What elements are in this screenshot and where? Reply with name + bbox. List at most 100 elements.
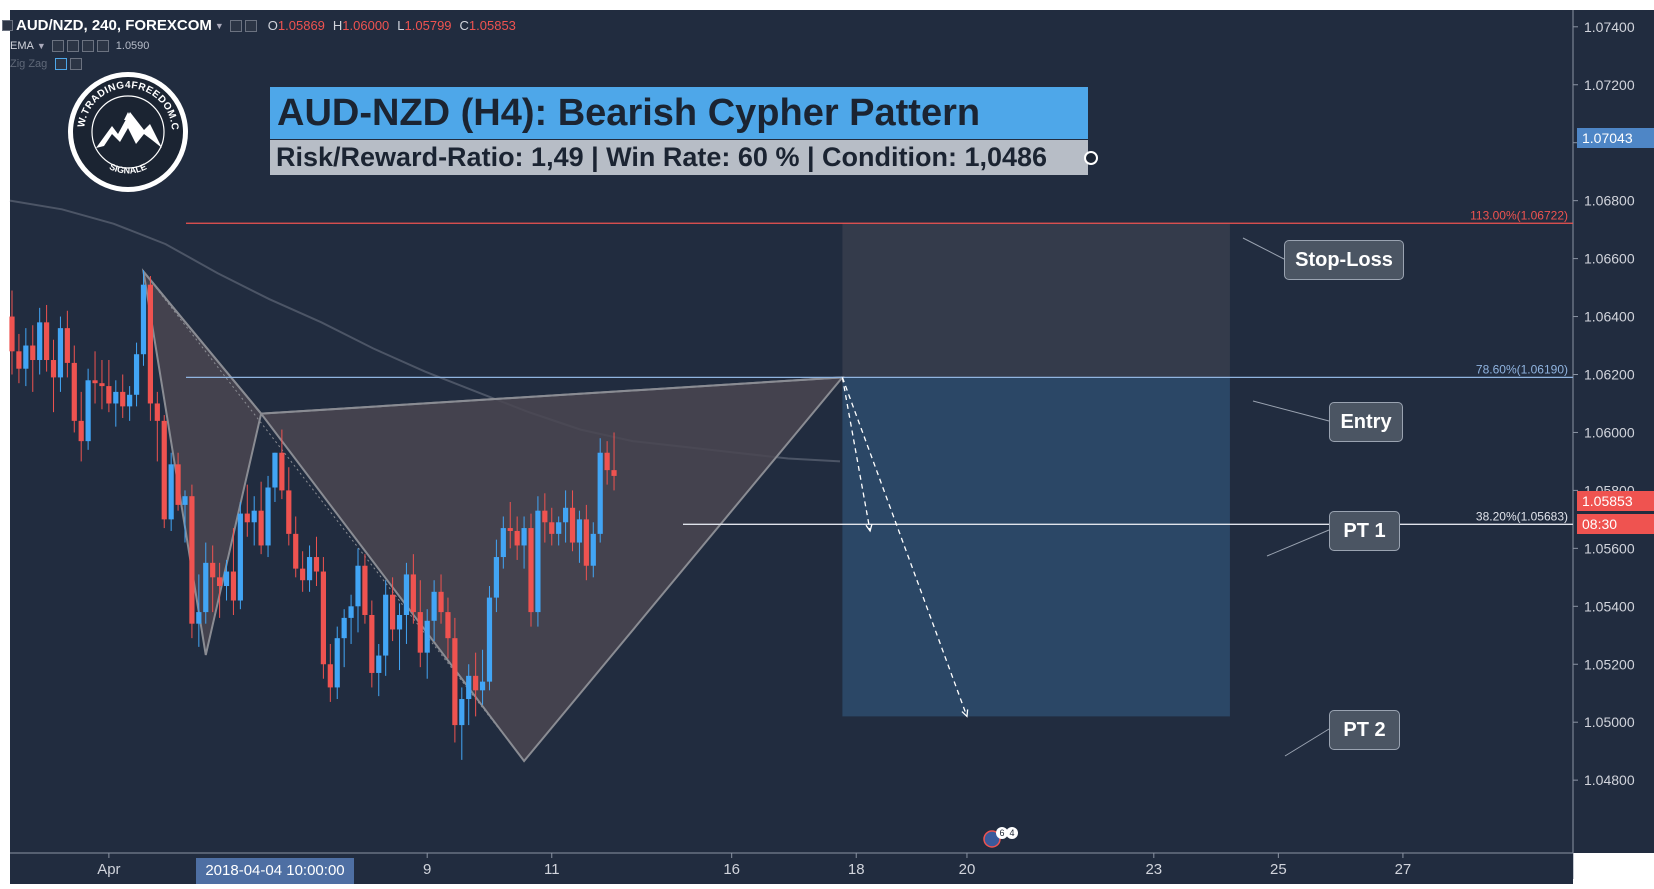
- candle-body[interactable]: [334, 638, 340, 688]
- candle-body[interactable]: [542, 510, 548, 523]
- candle-body[interactable]: [251, 510, 257, 523]
- ema-remove-icon[interactable]: [96, 40, 109, 52]
- candle-body[interactable]: [569, 507, 576, 543]
- candle-body[interactable]: [99, 383, 105, 387]
- pattern-leg-bd[interactable]: [261, 376, 843, 415]
- pt1-callout[interactable]: PT 1: [1329, 511, 1400, 551]
- candle-body[interactable]: [16, 351, 22, 369]
- candle-body[interactable]: [486, 597, 493, 682]
- candle-body[interactable]: [57, 328, 64, 378]
- candle-body[interactable]: [514, 530, 520, 546]
- candle-body[interactable]: [154, 403, 160, 421]
- candle-body[interactable]: [535, 510, 541, 613]
- candle-body[interactable]: [237, 513, 243, 601]
- candle-body[interactable]: [369, 614, 375, 673]
- candle-body[interactable]: [133, 354, 140, 395]
- candle-body[interactable]: [9, 316, 15, 352]
- candle-body[interactable]: [92, 380, 98, 384]
- ema-add-icon[interactable]: [81, 40, 94, 52]
- settings-icon[interactable]: [229, 19, 242, 32]
- pattern-leg-xb[interactable]: [142, 271, 262, 415]
- candle-body[interactable]: [244, 513, 250, 523]
- candle-body[interactable]: [390, 594, 396, 630]
- candle-body[interactable]: [383, 594, 389, 656]
- zigzag-visibility-icon[interactable]: [70, 58, 83, 70]
- candle-body[interactable]: [604, 452, 610, 471]
- candle-body[interactable]: [341, 617, 347, 639]
- candle-body[interactable]: [576, 519, 583, 543]
- candle-body[interactable]: [272, 452, 278, 488]
- zigzag-label[interactable]: Zig Zag: [10, 58, 48, 70]
- candle-body[interactable]: [417, 612, 423, 653]
- candle-body[interactable]: [210, 562, 216, 578]
- profit-target-zone[interactable]: [842, 377, 1230, 717]
- pt2-callout[interactable]: PT 2: [1329, 710, 1400, 750]
- candle-body[interactable]: [320, 571, 326, 665]
- price-axis[interactable]: [1573, 10, 1654, 853]
- pattern-leg-xc-dotted[interactable]: [143, 271, 525, 762]
- candle-body[interactable]: [376, 655, 382, 673]
- candle-body[interactable]: [175, 464, 181, 505]
- candle-body[interactable]: [106, 386, 112, 404]
- candle-body[interactable]: [521, 528, 527, 546]
- candle-body[interactable]: [445, 612, 451, 639]
- candle-body[interactable]: [410, 574, 416, 613]
- candle-body[interactable]: [306, 557, 313, 581]
- stop-loss-callout[interactable]: Stop-Loss: [1284, 240, 1404, 280]
- candle-body[interactable]: [182, 496, 188, 505]
- title-banner[interactable]: [270, 87, 1088, 139]
- subtitle-banner[interactable]: [270, 140, 1088, 175]
- candle-body[interactable]: [459, 699, 465, 726]
- indicator-zigzag-row[interactable]: Zig Zag: [10, 58, 85, 70]
- candle-body[interactable]: [396, 614, 403, 630]
- candle-body[interactable]: [23, 345, 29, 369]
- candle-body[interactable]: [189, 496, 195, 624]
- projection-arrow-2[interactable]: [841, 377, 968, 717]
- ema-settings-icon[interactable]: [51, 40, 64, 52]
- symbol-title[interactable]: AUD/NZD, 240, FOREXCOM: [16, 17, 212, 34]
- candle-body[interactable]: [431, 591, 437, 621]
- candle-body[interactable]: [217, 577, 223, 587]
- candle-body[interactable]: [549, 522, 555, 534]
- candle-body[interactable]: [50, 360, 57, 378]
- entry-callout[interactable]: Entry: [1329, 402, 1403, 442]
- candle-body[interactable]: [590, 533, 596, 566]
- zigzag-settings-icon[interactable]: [55, 58, 68, 70]
- candle-body[interactable]: [44, 322, 50, 361]
- candle-body[interactable]: [196, 612, 202, 624]
- indicator-ema-row[interactable]: EMA ▼ 1.0590: [10, 40, 149, 52]
- ema-visibility-icon[interactable]: [66, 40, 79, 52]
- candle-body[interactable]: [563, 507, 569, 523]
- candle-body[interactable]: [140, 284, 147, 355]
- candle-body[interactable]: [78, 420, 84, 442]
- candle-body[interactable]: [362, 565, 368, 615]
- candle-body[interactable]: [64, 328, 70, 363]
- candle-body[interactable]: [300, 568, 306, 581]
- candle-body[interactable]: [265, 487, 271, 546]
- candle-body[interactable]: [161, 420, 167, 520]
- candle-body[interactable]: [507, 528, 513, 531]
- candle-body[interactable]: [403, 574, 410, 615]
- candle-body[interactable]: [71, 362, 77, 421]
- projection-arrow-1[interactable]: [841, 377, 871, 532]
- candle-body[interactable]: [127, 394, 133, 407]
- event-marker-icon[interactable]: 6 4: [982, 826, 1018, 848]
- candle-body[interactable]: [168, 464, 174, 520]
- candle-body[interactable]: [597, 452, 603, 534]
- candle-body[interactable]: [230, 571, 237, 601]
- candle-body[interactable]: [85, 380, 91, 442]
- candle-body[interactable]: [493, 557, 499, 598]
- candle-body[interactable]: [500, 528, 506, 558]
- candle-body[interactable]: [258, 510, 264, 546]
- candle-body[interactable]: [556, 522, 562, 534]
- candle-body[interactable]: [583, 519, 589, 566]
- candle-body[interactable]: [611, 470, 617, 476]
- ema-dropdown-icon[interactable]: ▼: [36, 41, 46, 51]
- candle-body[interactable]: [528, 528, 534, 613]
- collapse-icon[interactable]: [2, 20, 13, 31]
- candle-body[interactable]: [30, 345, 36, 361]
- candle-body[interactable]: [313, 557, 320, 572]
- candle-body[interactable]: [424, 620, 430, 653]
- candle-body[interactable]: [293, 533, 299, 569]
- candle-body[interactable]: [113, 391, 119, 404]
